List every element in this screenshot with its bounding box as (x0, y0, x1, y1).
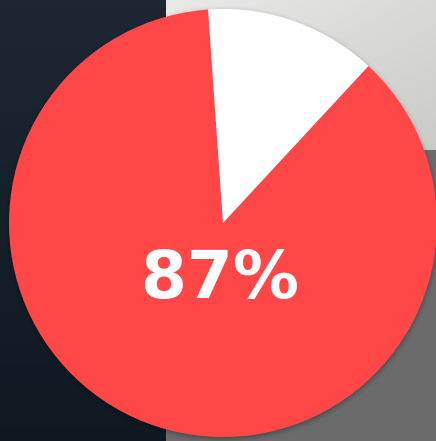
pie (9, 8, 436, 437)
value-label: 87% (141, 237, 299, 314)
pie-slice (9, 9, 436, 437)
pie-slice (208, 8, 369, 223)
